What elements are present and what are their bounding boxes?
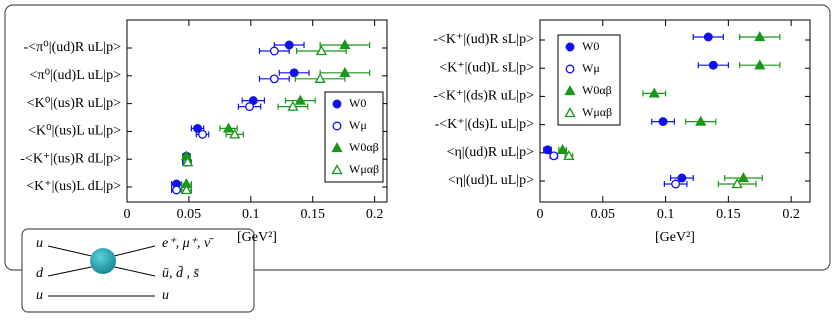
category-label: <K⁰|(us)L uL|p> [28, 124, 121, 139]
plot-frame [126, 19, 388, 203]
legend-marker [331, 142, 343, 153]
legend-marker [564, 85, 576, 96]
point [708, 60, 718, 70]
diagram-line [47, 245, 97, 258]
x-tick-label: 0.2 [782, 207, 800, 222]
legend-label: Wμαβ [582, 105, 612, 119]
category-label: <π⁰|(ud)L uL|p> [30, 68, 122, 83]
x-tick-label: 0.15 [300, 207, 325, 222]
point [754, 31, 766, 42]
legend-marker [331, 164, 343, 175]
x-tick-label: 0.05 [591, 207, 616, 222]
x-tick-label: 0 [124, 207, 131, 222]
legend-label: Wμ [582, 61, 600, 75]
antiquark-label: ū, d̄ , s̄ [162, 266, 200, 282]
point [180, 184, 193, 195]
point [287, 100, 299, 111]
legend-marker [565, 64, 575, 74]
legend-label: W0αβ [349, 140, 379, 154]
quark-label: u [162, 288, 169, 303]
point [543, 145, 552, 155]
point [294, 94, 306, 105]
point [648, 87, 660, 98]
point [731, 178, 743, 189]
x-axis-label: [GeV²] [655, 230, 695, 245]
category-label: <η|(ud)L uL|p> [448, 173, 534, 188]
legend-label: Wμαβ [349, 162, 379, 176]
quark-label: d [36, 266, 44, 281]
category-label: -<K⁺|(us)R dL|p> [20, 151, 121, 166]
plot-frame [539, 19, 811, 203]
legend-label: W0αβ [582, 83, 612, 97]
point [737, 172, 750, 183]
lepton-label: e⁺, μ⁺, ν̄ [162, 236, 214, 251]
point [198, 129, 207, 139]
diagram-line [47, 265, 97, 277]
point [563, 149, 575, 160]
legend-marker [332, 99, 342, 109]
point [658, 117, 668, 127]
panel-frame [4, 4, 831, 271]
legend-marker [565, 42, 575, 52]
point [314, 72, 326, 83]
quark-label: u [36, 288, 43, 303]
x-axis-label: [GeV²] [237, 230, 277, 245]
point [671, 179, 681, 189]
point [677, 173, 687, 183]
legend-label: W0 [349, 96, 366, 110]
point [182, 156, 194, 167]
diagram-line [109, 245, 156, 258]
x-tick-label: 0.15 [716, 207, 741, 222]
legend-marker [564, 107, 576, 118]
x-tick-label: 0.1 [242, 207, 260, 222]
point [703, 32, 713, 42]
category-label: -<K⁺|(ds)L uL|p> [435, 117, 535, 132]
point [193, 123, 203, 133]
point [695, 115, 707, 126]
vertex-blob [90, 248, 116, 274]
point [315, 45, 327, 56]
point [284, 40, 294, 50]
point [245, 102, 255, 112]
point [556, 143, 569, 154]
legend-label: Wμ [349, 118, 367, 132]
point [549, 151, 559, 161]
point [229, 128, 241, 139]
category-label: -<K⁺|(ud)R sL|p> [433, 32, 534, 47]
x-tick-label: 0.1 [657, 207, 675, 222]
diagram-line [109, 265, 156, 277]
category-label: -<K⁺|(ds)R uL|p> [433, 89, 534, 104]
point [269, 46, 279, 56]
point [339, 39, 351, 50]
x-tick-label: 0 [537, 207, 544, 222]
category-label: <K⁺|(ud)L sL|p> [439, 60, 534, 75]
point [754, 59, 766, 70]
category-label: <K⁰|(us)R uL|p> [27, 96, 121, 111]
diagram-frame [21, 228, 255, 313]
category-label: -<π⁰|(ud)R uL|p> [24, 40, 122, 55]
point [269, 74, 279, 84]
category-label: <K⁺|(us)L dL|p> [26, 179, 121, 194]
point [222, 122, 235, 133]
legend-label: W0 [582, 39, 599, 53]
legend-marker [332, 121, 342, 131]
point [172, 185, 181, 195]
x-tick-label: 0.2 [366, 207, 384, 222]
category-label: <η|(ud)R uL|p> [447, 145, 535, 160]
point [289, 68, 299, 78]
quark-label: u [36, 236, 43, 251]
x-tick-label: 0.05 [177, 207, 202, 222]
diagram: u d u e⁺, μ⁺, ν̄ ū, d̄ , s̄ u [21, 228, 255, 313]
